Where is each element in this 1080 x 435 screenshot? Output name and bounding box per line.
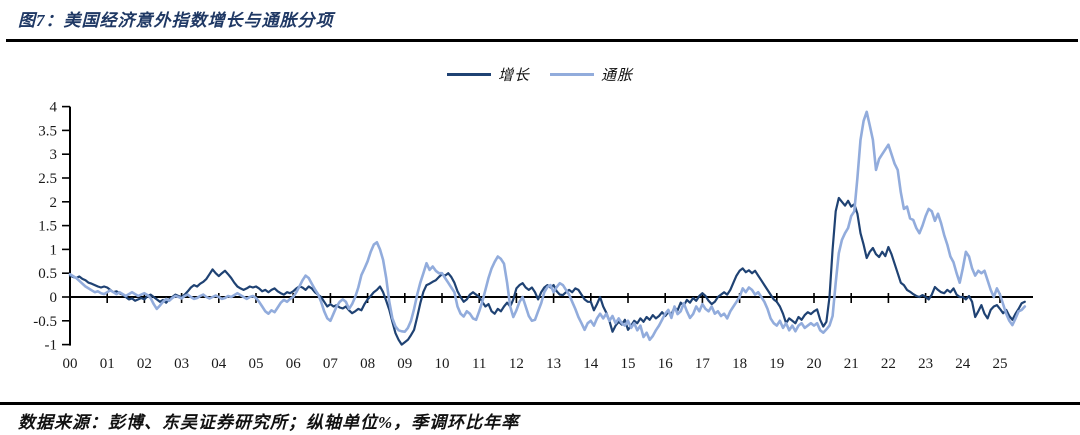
x-tick-label: 06 <box>286 356 302 372</box>
x-tick-label: 00 <box>63 356 78 372</box>
x-tick-label: 17 <box>695 356 711 372</box>
inflation-series-line <box>68 110 1027 342</box>
x-tick-label: 24 <box>955 356 971 372</box>
x-tick-label: 11 <box>472 356 486 372</box>
y-tick-label: 3.5 <box>38 123 57 139</box>
x-tick-label: 09 <box>397 356 412 372</box>
x-tick-label: 13 <box>546 356 561 372</box>
x-tick-label: 20 <box>807 356 822 372</box>
y-tick-label: 0 <box>50 290 58 306</box>
x-tick-label: 08 <box>360 356 375 372</box>
x-tick-label: 21 <box>844 356 859 372</box>
x-tick-label: 03 <box>174 356 189 372</box>
y-tick-label: 2 <box>50 195 58 211</box>
legend-label-inflation: 通胀 <box>601 68 634 84</box>
growth-series-line <box>68 196 1026 346</box>
y-tick-label: 0.5 <box>38 266 57 282</box>
x-tick-label: 22 <box>881 356 896 372</box>
title-divider-rule <box>6 39 1078 42</box>
x-tick-label: 10 <box>435 356 450 372</box>
x-tick-label: 23 <box>918 356 933 372</box>
x-tick-label: 14 <box>583 356 599 372</box>
x-tick-label: 25 <box>993 356 1008 372</box>
x-tick-label: 15 <box>621 356 636 372</box>
legend-item-inflation: 通胀 <box>550 64 633 85</box>
y-tick-label: 2.5 <box>38 171 57 187</box>
y-tick-label: 1.5 <box>38 219 57 235</box>
y-tick-label: -1 <box>45 338 58 354</box>
chart-legend: 增长 通胀 <box>0 64 1080 85</box>
x-tick-label: 12 <box>509 356 524 372</box>
inflation-line-swatch <box>550 73 594 76</box>
x-tick-label: 02 <box>137 356 152 372</box>
growth-line-swatch <box>446 73 491 76</box>
x-tick-label: 16 <box>658 356 674 372</box>
x-tick-label: 04 <box>211 356 227 372</box>
y-tick-label: 3 <box>50 147 58 163</box>
x-tick-label: 07 <box>323 356 339 372</box>
chart-title: 图7：美国经济意外指数增长与通胀分项 <box>18 11 334 30</box>
x-tick-label: 19 <box>769 356 784 372</box>
footer-divider-rule <box>0 402 1080 405</box>
x-tick-label: 18 <box>732 356 747 372</box>
data-source-note: 数据来源：彭博、东吴证券研究所；纵轴单位%，季调环比年率 <box>18 413 520 432</box>
y-tick-label: 1 <box>50 242 58 258</box>
x-tick-label: 01 <box>100 356 115 372</box>
legend-label-growth: 增长 <box>497 68 530 84</box>
y-tick-label: -0.5 <box>33 314 57 330</box>
legend-item-growth: 增长 <box>446 64 530 85</box>
x-tick-label: 05 <box>249 356 264 372</box>
y-tick-label: 4 <box>50 100 58 116</box>
